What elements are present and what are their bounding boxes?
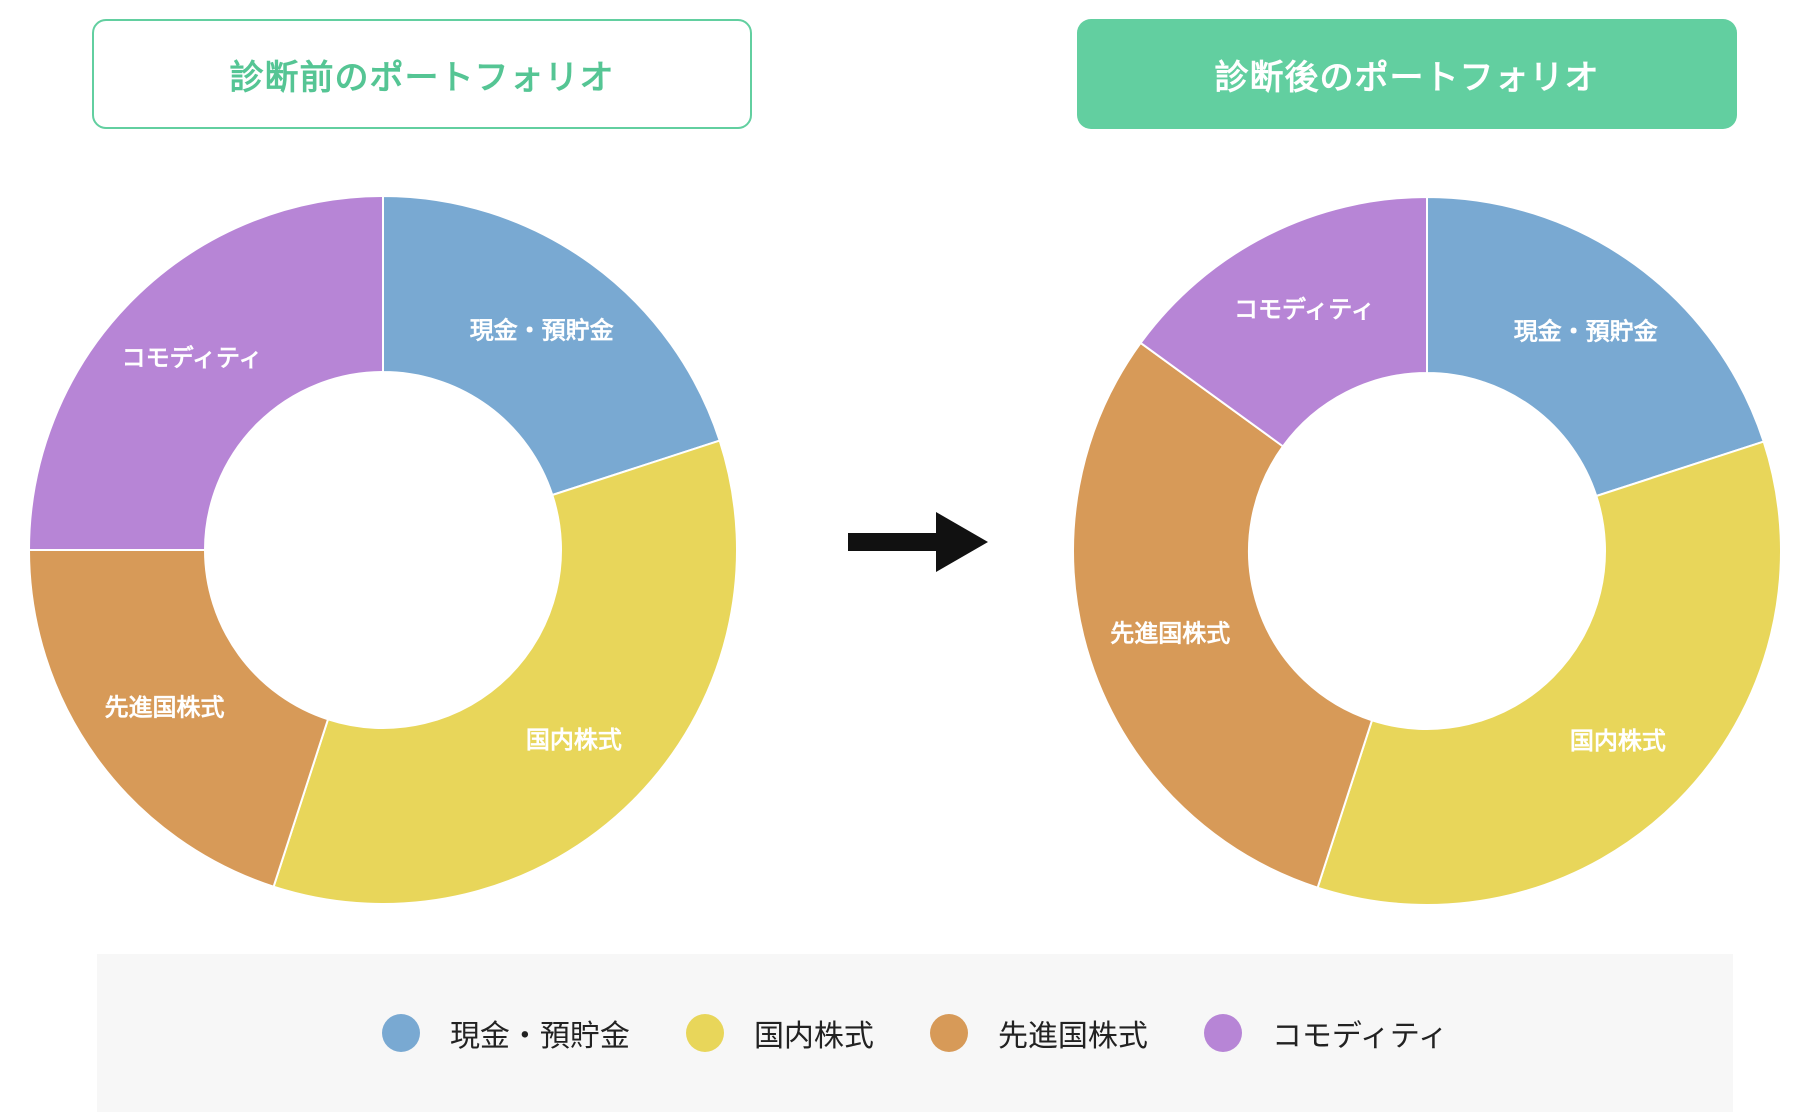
legend-swatch-domestic-stock [685,1014,724,1052]
after-slice-developed-stock [1072,341,1374,889]
after-slice-label-cash: 現金・預貯金 [1514,318,1659,346]
after-slice-commodity [1139,195,1428,448]
legend-label-cash: 現金・預貯金 [449,1019,630,1054]
legend-item-developed-stock: 先進国株式 [929,1011,1148,1055]
legend-item-domestic-stock: 国内株式 [685,1011,874,1055]
after-portfolio-title: 診断後のポートフォリオ [1077,19,1737,129]
before-slice-domestic-stock [272,439,738,905]
after-slice-domestic-stock [1316,440,1782,906]
before-portfolio-title: 診断前のポートフォリオ [92,19,752,129]
before-slice-cash [382,194,721,497]
legend-swatch-developed-stock [929,1014,968,1052]
legend-item-cash: 現金・預貯金 [381,1011,630,1055]
legend-label-commodity: コモディティ [1271,1019,1449,1054]
before-slice-developed-stock [27,549,330,888]
right-arrow-icon [848,512,988,572]
after-slice-label-commodity: コモディティ [1234,295,1375,323]
before-slice-label-cash: 現金・預貯金 [470,317,615,345]
legend-label-domestic-stock: 国内株式 [753,1019,874,1054]
legend-swatch-cash [381,1014,420,1052]
legend: 現金・預貯金 国内株式 先進国株式 コモディティ [97,954,1733,1112]
donut-charts: 現金・預貯金国内株式先進国株式コモディティ現金・預貯金国内株式先進国株式コモディ… [27,194,1782,906]
before-slice-label-domestic-stock: 国内株式 [526,726,622,754]
legend-label-developed-stock: 先進国株式 [997,1019,1148,1054]
after-slice-cash [1426,195,1765,498]
before-slice-label-developed-stock: 先進国株式 [105,694,225,722]
before-slice-label-commodity: コモディティ [122,344,263,372]
legend-swatch-commodity [1203,1014,1242,1052]
after-slice-label-domestic-stock: 国内株式 [1570,727,1666,755]
before-slice-commodity [27,194,384,551]
legend-item-commodity: コモディティ [1203,1011,1449,1055]
after-slice-label-developed-stock: 先進国株式 [1110,619,1230,647]
